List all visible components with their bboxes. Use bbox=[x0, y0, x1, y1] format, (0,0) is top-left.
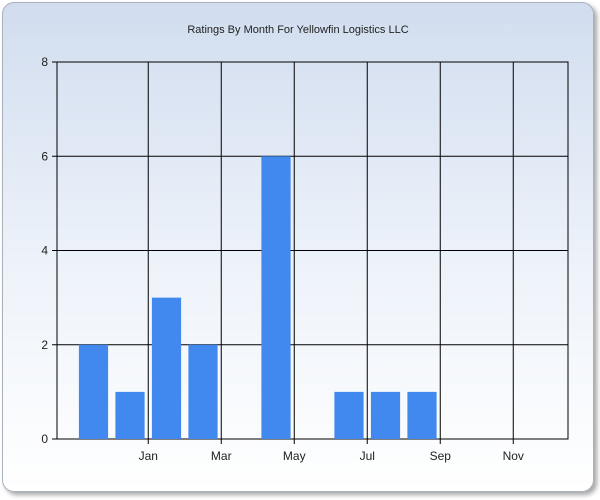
bars bbox=[78, 156, 437, 439]
chart-title: Ratings By Month For Yellowfin Logistics… bbox=[187, 24, 408, 36]
y-axis: 0 2 4 6 8 bbox=[41, 55, 57, 446]
y-tick-label: 8 bbox=[41, 55, 48, 69]
bar-jan bbox=[115, 391, 145, 439]
bar-mar bbox=[188, 344, 218, 439]
y-tick-label: 4 bbox=[41, 244, 48, 258]
bar-dec bbox=[78, 344, 109, 439]
x-axis: Jan Mar May Jul Sep Nov bbox=[139, 449, 524, 463]
grid-lines bbox=[57, 61, 568, 444]
x-tick-label: Jan bbox=[139, 449, 158, 463]
y-tick-label: 2 bbox=[41, 338, 48, 352]
x-tick-label: Sep bbox=[430, 449, 452, 463]
x-tick-label: Jul bbox=[360, 449, 375, 463]
bar-aug bbox=[370, 391, 401, 439]
y-tick-label: 0 bbox=[41, 432, 48, 446]
y-tick-label: 6 bbox=[41, 149, 48, 163]
bar-sep bbox=[407, 391, 437, 439]
x-tick-label: Nov bbox=[503, 449, 524, 463]
bar-jul bbox=[334, 391, 364, 439]
x-tick-label: May bbox=[283, 449, 306, 463]
x-tick-label: Mar bbox=[211, 449, 232, 463]
bar-may bbox=[261, 156, 291, 439]
bar-feb bbox=[151, 297, 182, 439]
